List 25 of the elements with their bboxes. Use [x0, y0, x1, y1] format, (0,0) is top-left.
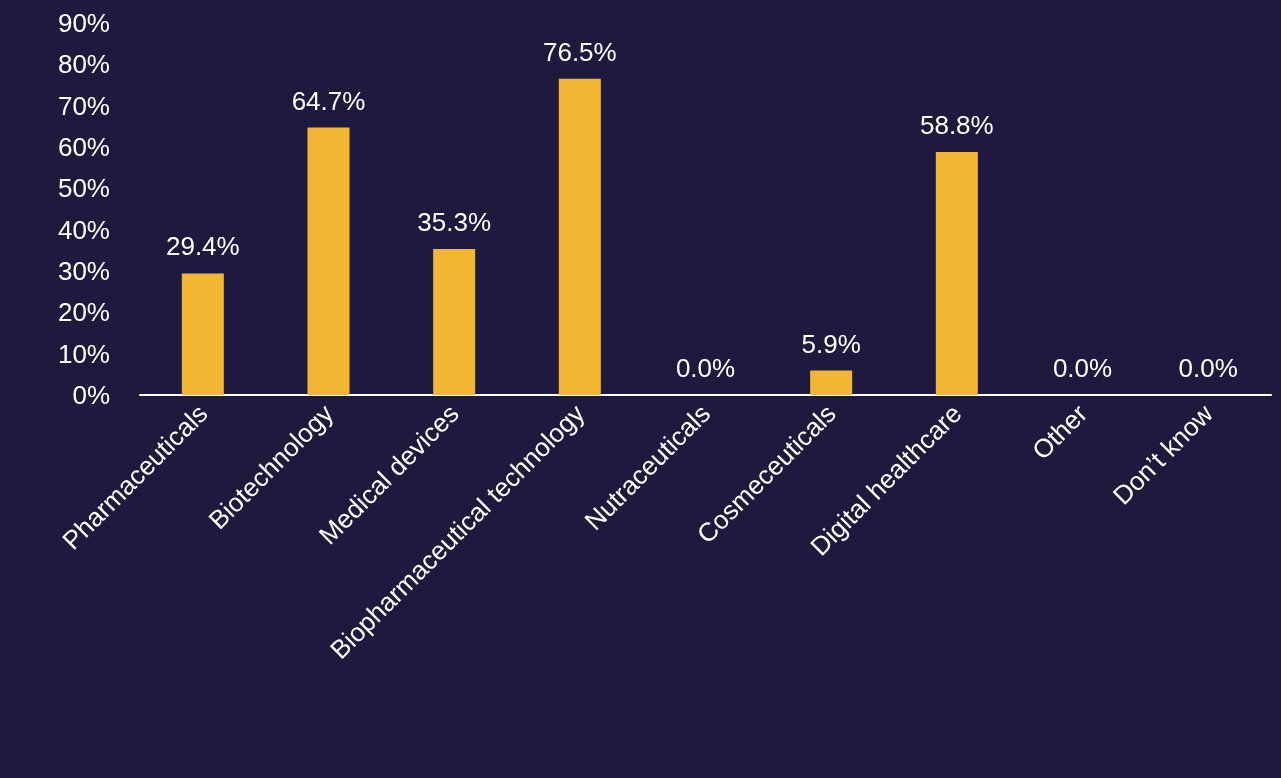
y-tick-label: 80% — [57, 49, 110, 80]
bar — [558, 78, 601, 395]
y-tick-label: 70% — [57, 90, 110, 121]
y-tick-label: 90% — [57, 8, 110, 38]
y-tick-label: 30% — [57, 256, 110, 286]
data-label: 58.8% — [919, 109, 994, 140]
y-tick-label: 40% — [57, 214, 110, 245]
data-label: 5.9% — [801, 328, 861, 359]
y-tick-label: 10% — [57, 338, 110, 369]
data-label: 64.7% — [291, 85, 366, 116]
bar — [935, 151, 978, 395]
data-label: 29.4% — [165, 231, 240, 262]
y-tick-label: 0% — [72, 380, 110, 410]
y-tick-label: 50% — [57, 173, 110, 204]
bar — [307, 127, 350, 395]
bar — [433, 249, 476, 395]
y-tick-label: 60% — [57, 132, 110, 162]
data-label: 76.5% — [542, 36, 617, 67]
bar — [181, 273, 224, 395]
bar — [810, 370, 853, 395]
data-label: 0.0% — [675, 353, 736, 383]
data-label: 0.0% — [1178, 353, 1238, 383]
data-label: 0.0% — [1052, 353, 1113, 383]
data-label: 35.3% — [417, 207, 492, 238]
y-tick-label: 20% — [57, 297, 110, 328]
